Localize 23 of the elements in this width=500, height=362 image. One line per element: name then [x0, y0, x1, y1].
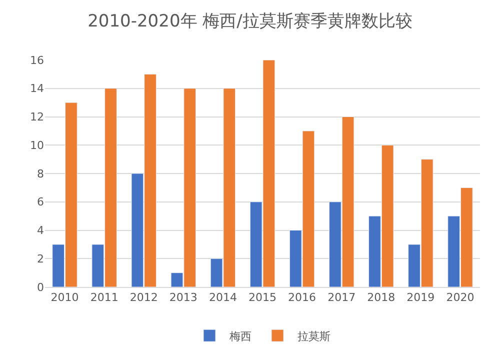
legend-label: 拉莫斯	[298, 330, 330, 343]
y-tick-label: 14	[30, 82, 44, 96]
x-tick-label: 2018	[367, 291, 396, 304]
x-tick-label: 2015	[248, 291, 276, 304]
x-tick-label: 2017	[328, 291, 356, 304]
y-tick-label: 0	[37, 280, 44, 294]
y-tick-label: 4	[37, 224, 44, 238]
x-tick-label: 2012	[130, 291, 158, 304]
x-tick-label: 2013	[169, 291, 198, 304]
y-tick-label: 2	[37, 252, 44, 266]
x-tick-label: 2020	[446, 291, 474, 304]
y-tick-label: 10	[30, 138, 44, 152]
legend-label: 梅西	[228, 330, 252, 343]
x-tick-label: 2010	[50, 291, 79, 304]
y-tick-label: 16	[30, 54, 44, 67]
x-tick-label: 2016	[288, 291, 316, 304]
x-tick-label: 2011	[90, 291, 118, 304]
chart-title: 2010-2020年 梅西/拉莫斯赛季黄牌数比较	[88, 11, 412, 32]
x-tick-label: 2014	[208, 291, 237, 304]
x-tick-label: 2019	[406, 291, 435, 304]
y-tick-label: 6	[37, 196, 44, 209]
y-tick-label: 8	[37, 167, 44, 180]
y-tick-label: 12	[30, 110, 44, 124]
